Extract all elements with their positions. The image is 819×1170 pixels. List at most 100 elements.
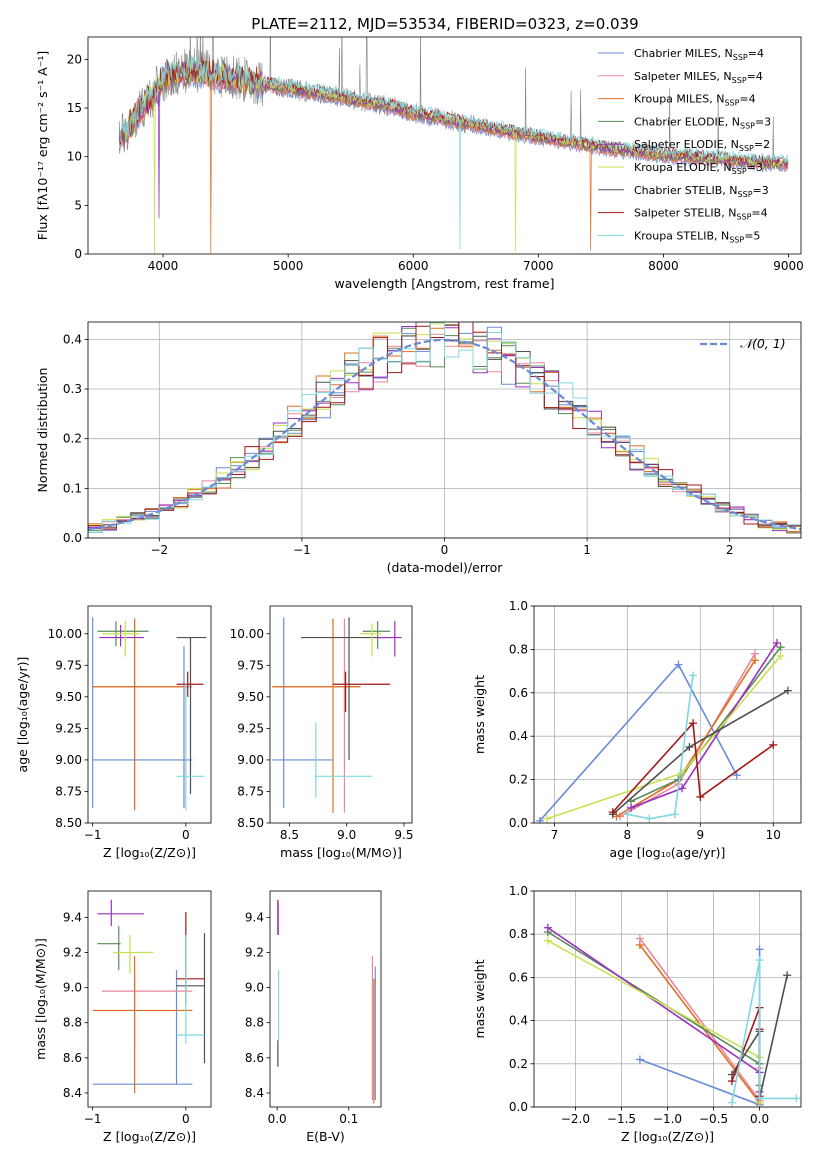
plot-layer: 4000 5000 6000 7000 8000 900005101520waveleng…	[15, 36, 804, 1144]
axes-frame	[269, 890, 382, 1108]
weight-marker-kroupa-stelib	[755, 1094, 764, 1103]
y-tick-label: 9.2	[63, 945, 82, 959]
y-tick-label: 9.0	[245, 981, 264, 995]
weight-marker-kroupa-stelib	[689, 671, 698, 680]
y-tick-label: 8.75	[237, 784, 264, 798]
x-tick-label: 0	[441, 543, 449, 557]
y-tick-label: 9.00	[55, 753, 82, 767]
y-tick-label: 10	[67, 150, 82, 164]
axes-mass_vs_Z: −1 0 8.4 8.6 8.8 9.0 9.2 9.4 Z [log₁₀(Z/Z⊙)] mass…	[33, 890, 212, 1144]
axes-weight_vs_Z: −2.0 −1.5 −1.0 −0.5 0.0 0.0 0.2 0.4 0.6 0.8 1.0 Z […	[472, 884, 802, 1144]
y-tick-label: 8.6	[245, 1051, 264, 1065]
y-axis-label: Normed distribution	[35, 368, 50, 493]
legend-label-gaussian: 𝒩(0, 1)	[740, 336, 786, 351]
y-axis-label: mass weight	[472, 675, 487, 754]
y-tick-label: 8.4	[245, 1086, 264, 1100]
weight-marker-kroupa-miles	[751, 656, 760, 665]
weight-marker-salpeter-stelib	[608, 808, 617, 817]
plot-area-mass_vs_Z	[92, 899, 206, 1093]
x-tick-label: −1	[84, 1112, 102, 1126]
plot-area-age_vs_Z	[92, 617, 207, 811]
y-tick-label: 0.0	[63, 531, 82, 545]
x-tick-label: 9.0	[337, 828, 356, 842]
axes-frame	[533, 605, 802, 824]
weight-marker-salpeter-stelib	[769, 740, 778, 749]
x-axis-label: Z [log₁₀(Z/Z⊙)]	[103, 845, 196, 860]
weight-marker-chabrier-miles	[674, 660, 683, 669]
axes-mass_vs_EBV: 0.0 0.1 8.4 8.6 8.8 9.0 9.2 9.4 E(B-V)	[245, 890, 382, 1144]
y-tick-label: 0.0	[509, 816, 528, 830]
y-tick-label: 9.4	[245, 910, 264, 924]
weight-marker-chabrier-miles	[755, 945, 764, 954]
x-tick-label: −1.5	[607, 1112, 636, 1126]
y-tick-label: 9.50	[237, 690, 264, 704]
y-tick-label: 0.6	[509, 970, 528, 984]
x-axis-label: E(B-V)	[306, 1129, 345, 1144]
x-axis-label: Z [log₁₀(Z/Z⊙)]	[103, 1129, 196, 1144]
axes-frame	[87, 605, 212, 824]
y-tick-label: 15	[67, 101, 82, 115]
y-tick-label: 8.6	[63, 1051, 82, 1065]
weight-line-kroupa-elodie	[547, 939, 761, 1103]
axes-residuals: −2 −1 0 1 2 0.0 0.1 0.2 0.3 0.4 (data-model)/error…	[35, 321, 802, 575]
weight-marker-kroupa-elodie	[543, 936, 552, 945]
x-tick-label: 0.0	[750, 1112, 769, 1126]
weight-marker-kroupa-stelib	[670, 810, 679, 819]
x-tick-label: 7000	[523, 259, 554, 273]
axes-frame	[87, 321, 802, 539]
y-tick-label: 9.25	[55, 721, 82, 735]
legend-label-salpeter-elodie: Salpeter ELODIE, NSSP=2	[634, 138, 770, 153]
plot-area-mass_vs_EBV	[277, 899, 376, 1104]
x-tick-label: 4000	[148, 259, 179, 273]
weight-marker-chabrier-elodie	[776, 643, 785, 652]
x-tick-label: 5000	[273, 259, 304, 273]
weight-marker-kroupa-elodie	[776, 651, 785, 660]
weight-marker-salpeter-elodie	[543, 923, 552, 932]
x-axis-label: Z [log₁₀(Z/Z⊙)]	[621, 1129, 714, 1144]
axes-age_vs_Z: −1 0 8.50 8.75 9.00 9.25 9.50 9.75 10.00 Z [log₁₀…	[15, 605, 212, 860]
x-tick-label: 0	[182, 1112, 190, 1126]
legend-label-salpeter-miles: Salpeter MILES, NSSP=4	[634, 70, 763, 85]
weight-marker-chabrier-miles	[635, 1055, 644, 1064]
y-tick-label: 9.50	[55, 690, 82, 704]
plot-area-weight_vs_Z	[543, 923, 801, 1107]
y-tick-label: 0.2	[509, 1057, 528, 1071]
weight-marker-salpeter-stelib	[689, 719, 698, 728]
y-tick-label: 0.4	[509, 729, 528, 743]
axes-frame	[269, 605, 413, 824]
y-tick-label: 8.8	[245, 1016, 264, 1030]
weight-marker-chabrier-stelib	[783, 686, 792, 695]
weight-marker-salpeter-stelib	[727, 1077, 736, 1086]
weight-line-kroupa-stelib	[627, 675, 694, 820]
y-axis-label: age [log₁₀(age/yr)]	[15, 657, 30, 773]
y-tick-label: 0.2	[63, 432, 82, 446]
legend-label-chabrier-stelib: Chabrier STELIB, NSSP=3	[634, 184, 769, 199]
y-tick-label: 0.8	[509, 927, 528, 941]
axes-age_vs_mass: 8.5 9.0 9.5 8.50 8.75 9.00 9.25 9.50 9.75 10.00 ma…	[230, 605, 414, 860]
legend-label-kroupa-elodie: Kroupa ELODIE, NSSP=3	[634, 161, 763, 176]
y-tick-label: 0.6	[509, 686, 528, 700]
x-tick-label: 0.0	[268, 1112, 287, 1126]
x-tick-label: 0.1	[339, 1112, 358, 1126]
x-tick-label: 10	[766, 828, 781, 842]
weight-marker-kroupa-stelib	[645, 814, 654, 823]
x-tick-label: 1	[583, 543, 591, 557]
y-tick-label: 1.0	[509, 884, 528, 898]
x-tick-label: 2	[726, 543, 734, 557]
x-tick-label: −1	[84, 828, 102, 842]
y-tick-label: 0	[74, 247, 82, 261]
weight-line-chabrier-elodie	[547, 931, 761, 1086]
plot-area-age_vs_mass	[272, 617, 402, 813]
x-tick-label: 9	[697, 828, 705, 842]
x-tick-label: 9.5	[394, 828, 413, 842]
x-tick-label: 7	[551, 828, 559, 842]
legend-label-salpeter-stelib: Salpeter STELIB, NSSP=4	[634, 207, 768, 222]
y-tick-label: 20	[67, 52, 82, 66]
x-axis-label: (data-model)/error	[387, 560, 504, 575]
y-tick-label: 9.00	[237, 753, 264, 767]
axes-weight_vs_age: 7 8 9 10 0.0 0.2 0.4 0.6 0.8 1.0 age [log₁₀(age/yr…	[472, 599, 802, 860]
axes-frame	[87, 890, 212, 1108]
x-tick-label: −2.0	[561, 1112, 590, 1126]
y-tick-label: 9.75	[237, 658, 264, 672]
y-tick-label: 5	[74, 198, 82, 212]
